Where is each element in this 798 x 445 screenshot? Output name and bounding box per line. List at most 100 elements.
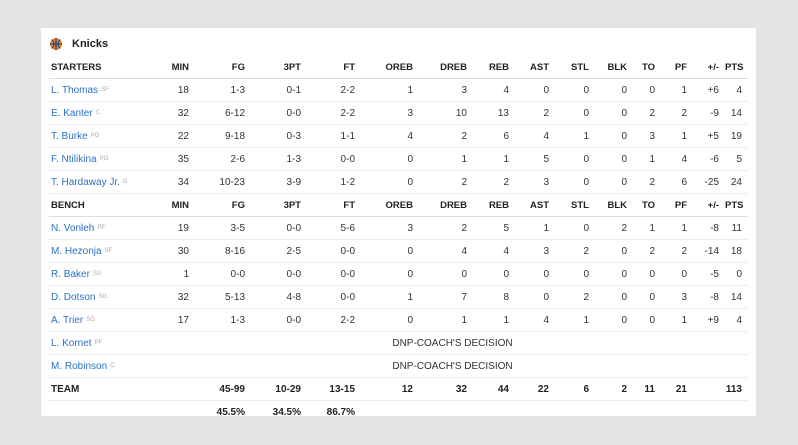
stat-to: 0	[633, 308, 661, 332]
team-pct-blk	[595, 401, 633, 424]
player-name-link[interactable]: T. Burke	[51, 130, 88, 142]
team-header: Knicks	[49, 36, 108, 52]
column-header-ft: FT	[307, 193, 361, 217]
stat-plus-minus: -9	[693, 101, 725, 125]
stat-blk: 0	[595, 239, 633, 263]
stat-ast: 3	[515, 239, 555, 263]
team-total-oreb: 12	[361, 377, 419, 401]
stat-dreb: 2	[419, 216, 473, 240]
stat-stl: 0	[555, 78, 595, 102]
player-name-link[interactable]: N. Vonleh	[51, 222, 95, 234]
stat-to: 1	[633, 216, 661, 240]
stat-min: 32	[157, 101, 195, 125]
team-total-dreb: 32	[419, 377, 473, 401]
stat-pts: 11	[725, 216, 748, 240]
stat-3pt: 1-3	[251, 147, 307, 171]
player-name-link[interactable]: D. Dotson	[51, 291, 96, 303]
stat-dreb: 7	[419, 285, 473, 309]
column-header-plus-minus: +/-	[693, 56, 725, 79]
player-name-link[interactable]: L. Thomas	[51, 84, 99, 96]
team-total-plus-minus	[693, 377, 725, 401]
stat-blk: 2	[595, 216, 633, 240]
stat-oreb: 3	[361, 101, 419, 125]
player-row: D. Dotson SG 32 5-13 4-8 0-0 1 7 8 0 2 0 0 3 -8 14	[49, 285, 748, 309]
team-total-3pt: 10-29	[251, 377, 307, 401]
stat-dreb: 10	[419, 101, 473, 125]
stat-min: 34	[157, 170, 195, 194]
player-name-link[interactable]: M. Hezonja	[51, 245, 102, 257]
column-header-ast: AST	[515, 193, 555, 217]
player-name-cell: N. Vonleh PF	[49, 216, 157, 240]
player-name-link[interactable]: L. Kornet	[51, 337, 92, 349]
column-header-blk: BLK	[595, 193, 633, 217]
team-pct-pts	[725, 401, 748, 424]
starters-section: STARTERS MIN FG 3PT FT OREB DREB REB AST STL BLK TO…	[49, 56, 748, 194]
player-position: C	[95, 109, 101, 116]
stat-blk: 0	[595, 78, 633, 102]
column-header-to: TO	[633, 193, 661, 217]
column-header-dreb: DREB	[419, 193, 473, 217]
column-header-pf: PF	[661, 193, 693, 217]
team-pct-min	[157, 401, 195, 424]
stat-ft: 2-2	[307, 308, 361, 332]
stat-plus-minus: +9	[693, 308, 725, 332]
stat-pts: 14	[725, 285, 748, 309]
team-total-ast: 22	[515, 377, 555, 401]
player-name-link[interactable]: R. Baker	[51, 268, 90, 280]
stat-blk: 0	[595, 170, 633, 194]
player-position: PG	[99, 155, 109, 162]
stat-ft: 0-0	[307, 285, 361, 309]
column-header-dreb: DREB	[419, 56, 473, 79]
stat-pts: 18	[725, 239, 748, 263]
stat-ft: 0-0	[307, 239, 361, 263]
player-name-link[interactable]: F. Ntilikina	[51, 153, 97, 165]
stat-stl: 0	[555, 170, 595, 194]
stat-ft: 0-0	[307, 262, 361, 286]
stat-plus-minus: +6	[693, 78, 725, 102]
stat-oreb: 0	[361, 262, 419, 286]
player-row-dnp: L. Kornet PF DNP-COACH'S DECISION	[49, 331, 748, 355]
stat-ast: 1	[515, 216, 555, 240]
stat-3pt: 0-0	[251, 308, 307, 332]
column-header-ft: FT	[307, 56, 361, 79]
team-totals-row: TEAM 45-99 10-29 13-15 12 32 44 22 6 2 11 21 113	[49, 377, 748, 401]
stat-ft: 0-0	[307, 147, 361, 171]
team-total-ft: 13-15	[307, 377, 361, 401]
starters-header-row: STARTERS MIN FG 3PT FT OREB DREB REB AST STL BLK TO…	[49, 56, 748, 79]
stat-3pt: 0-0	[251, 262, 307, 286]
stat-reb: 2	[473, 170, 515, 194]
team-percentages-row: 45.5% 34.5% 86.7%	[49, 401, 748, 424]
bench-section: BENCH MIN FG 3PT FT OREB DREB REB AST STL BLK TO PF +…	[49, 193, 748, 378]
stat-pf: 1	[661, 78, 693, 102]
player-name-link[interactable]: M. Robinson	[51, 360, 108, 372]
player-name-link[interactable]: A. Trier	[51, 314, 84, 326]
box-score-card: Knicks STARTERS MIN FG 3PT FT OREB DREB REB AST S…	[41, 28, 756, 418]
player-name-cell: L. Thomas SF	[49, 78, 157, 102]
team-total-min	[157, 377, 195, 401]
stat-3pt: 0-3	[251, 124, 307, 148]
stat-plus-minus: -8	[693, 216, 725, 240]
team-pct-plus-minus	[693, 401, 725, 424]
team-total-stl: 6	[555, 377, 595, 401]
column-header-min: MIN	[157, 193, 195, 217]
player-name-link[interactable]: E. Kanter	[51, 107, 93, 119]
stat-to: 0	[633, 285, 661, 309]
stat-pts: 4	[725, 308, 748, 332]
stat-blk: 0	[595, 147, 633, 171]
player-row: A. Trier SG 17 1-3 0-0 2-2 0 1 1 4 1 0 0 1 +9 4	[49, 308, 748, 332]
team-pct-dreb	[419, 401, 473, 424]
stat-reb: 8	[473, 285, 515, 309]
column-header-oreb: OREB	[361, 56, 419, 79]
stat-to: 3	[633, 124, 661, 148]
stat-dreb: 3	[419, 78, 473, 102]
team-pct-3pt: 34.5%	[272, 406, 301, 418]
player-name-link[interactable]: T. Hardaway Jr.	[51, 176, 120, 188]
stat-stl: 0	[555, 216, 595, 240]
player-name-cell: A. Trier SG	[49, 308, 157, 332]
player-row: E. Kanter C 32 6-12 0-0 2-2 3 10 13 2 0 0 2 2 -9 14	[49, 101, 748, 125]
column-header-ast: AST	[515, 56, 555, 79]
totals-section: TEAM 45-99 10-29 13-15 12 32 44 22 6 2 11 21 113 45.5…	[49, 377, 748, 424]
stat-fg: 10-23	[195, 170, 251, 194]
column-header-reb: REB	[473, 193, 515, 217]
stat-min: 18	[157, 78, 195, 102]
